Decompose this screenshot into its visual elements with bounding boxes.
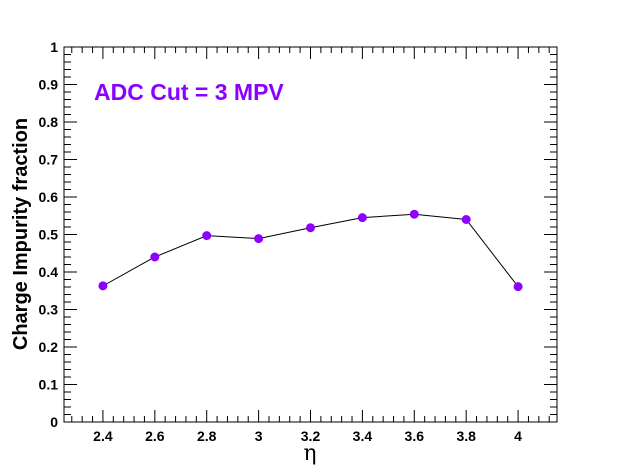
data-point bbox=[98, 281, 108, 291]
x-tick-label: 2.8 bbox=[197, 428, 217, 444]
data-series bbox=[98, 209, 523, 292]
x-axis-title: η bbox=[303, 441, 316, 466]
y-tick-label: 0.4 bbox=[39, 264, 59, 280]
data-point bbox=[202, 231, 212, 241]
y-tick-label: 0.8 bbox=[39, 114, 59, 130]
y-tick-label: 0 bbox=[50, 414, 58, 430]
y-tick-label: 0.6 bbox=[39, 189, 59, 205]
y-tick-label: 1 bbox=[50, 39, 58, 55]
x-tick-label: 3.8 bbox=[456, 428, 476, 444]
x-tick-label: 3.2 bbox=[301, 428, 321, 444]
data-point bbox=[513, 282, 523, 292]
data-point bbox=[357, 213, 367, 223]
data-point bbox=[461, 215, 471, 224]
x-tick-label: 3.6 bbox=[405, 428, 425, 444]
y-tick-label: 0.1 bbox=[39, 377, 59, 393]
y-tick-label: 0.2 bbox=[39, 339, 59, 355]
x-tick-label: 3 bbox=[255, 428, 263, 444]
y-tick-label: 0.9 bbox=[39, 77, 59, 93]
y-axis: 0 0.1 0.2 0.3 0.4 0.5 0.6 0.7 0.8 0.9 1 bbox=[39, 39, 557, 430]
data-point bbox=[254, 234, 264, 244]
data-point bbox=[306, 223, 315, 233]
x-tick-label: 2.6 bbox=[145, 428, 165, 444]
y-tick-label: 0.5 bbox=[39, 227, 59, 243]
data-point bbox=[409, 209, 419, 219]
y-tick-label: 0.3 bbox=[39, 302, 59, 318]
x-tick-label: 3.4 bbox=[353, 428, 373, 444]
x-tick-label: 2.4 bbox=[93, 428, 113, 444]
y-tick-label: 0.7 bbox=[39, 152, 59, 168]
data-point bbox=[150, 252, 160, 262]
y-axis-title: Charge Impurity fraction bbox=[10, 118, 32, 350]
annotation-text: ADC Cut = 3 MPV bbox=[94, 79, 284, 105]
x-tick-label: 4 bbox=[514, 428, 522, 444]
x-axis: 2.4 2.6 2.8 3 3.2 3.4 3.6 3.8 4 bbox=[71, 47, 550, 444]
